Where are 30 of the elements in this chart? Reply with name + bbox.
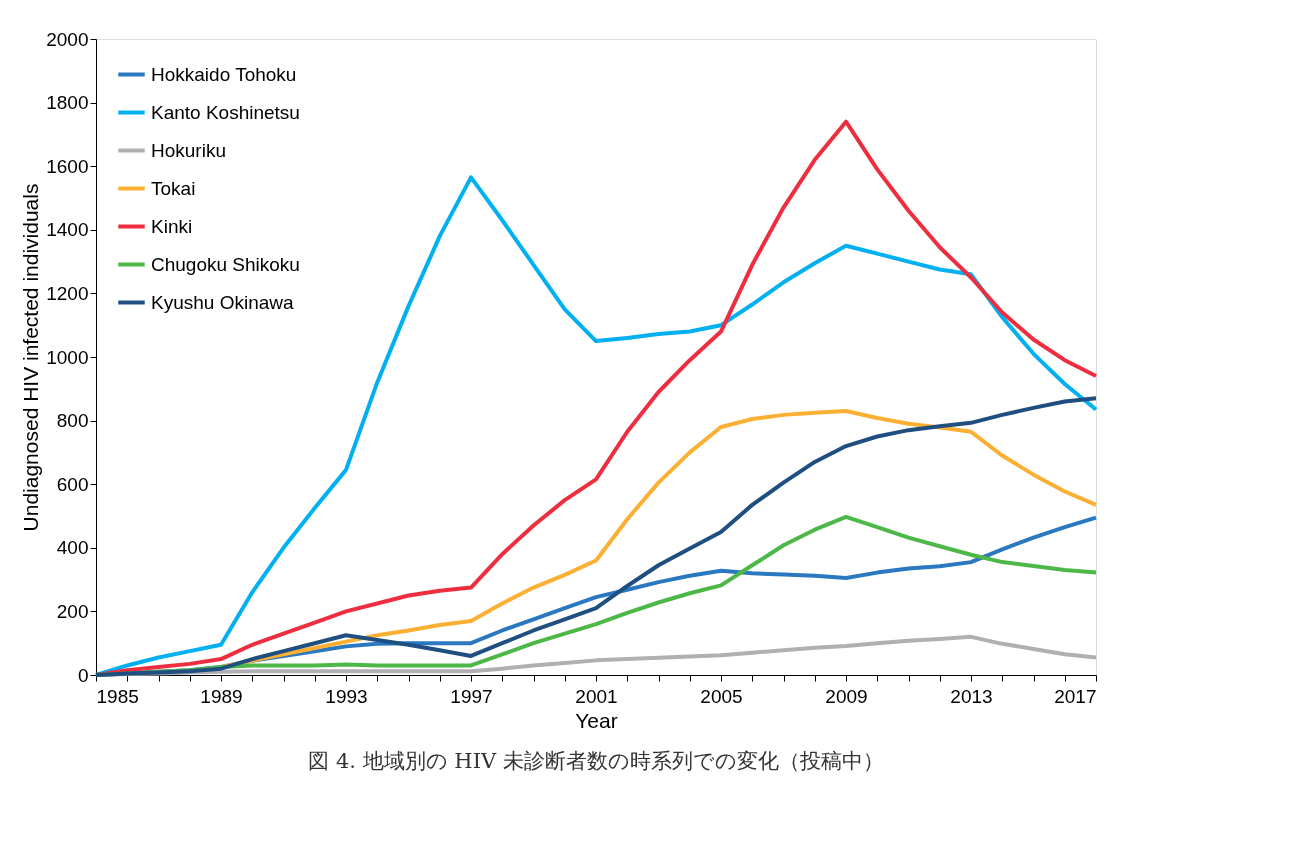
legend-label: Kyushu Okinawa <box>151 291 295 313</box>
x-tick-label: 2017 <box>1054 685 1097 707</box>
x-tick-label: 2009 <box>825 685 868 707</box>
x-axis-title: Year <box>575 708 618 732</box>
legend-label: Chugoku Shikoku <box>151 253 300 275</box>
y-tick-label: 1000 <box>46 346 89 368</box>
x-tick-label: 2013 <box>950 685 993 707</box>
x-tick-label: 1989 <box>200 685 243 707</box>
x-tick-label: 1993 <box>325 685 368 707</box>
x-tick-label: 1997 <box>450 685 493 707</box>
legend-label: Kanto Koshinetsu <box>151 101 300 123</box>
x-tick-label: 2005 <box>700 685 743 707</box>
y-axis-title: Undiagnosed HIV infected individuals <box>19 183 43 532</box>
legend-label: Hokkaido Tohoku <box>151 63 297 85</box>
y-tick-label: 1200 <box>46 282 89 304</box>
y-tick-label: 0 <box>77 664 89 686</box>
y-tick-label: 600 <box>56 473 89 495</box>
y-tick-label: 1600 <box>46 155 89 177</box>
legend-label: Tokai <box>151 177 196 199</box>
y-tick-label: 1400 <box>46 219 89 241</box>
y-tick-label: 200 <box>56 600 89 622</box>
y-tick-label: 1800 <box>46 92 89 114</box>
y-tick-label: 400 <box>56 537 89 559</box>
legend-label: Kinki <box>151 215 193 237</box>
y-tick-label: 2000 <box>46 28 89 50</box>
x-tick-label: 2001 <box>575 685 618 707</box>
legend-label: Hokuriku <box>151 139 226 161</box>
x-tick-label: 1985 <box>96 685 139 707</box>
caption: 図 4. 地域別の HIV 未診断者数の時系列での変化（投稿中） <box>308 749 884 773</box>
y-tick-label: 800 <box>56 410 89 432</box>
